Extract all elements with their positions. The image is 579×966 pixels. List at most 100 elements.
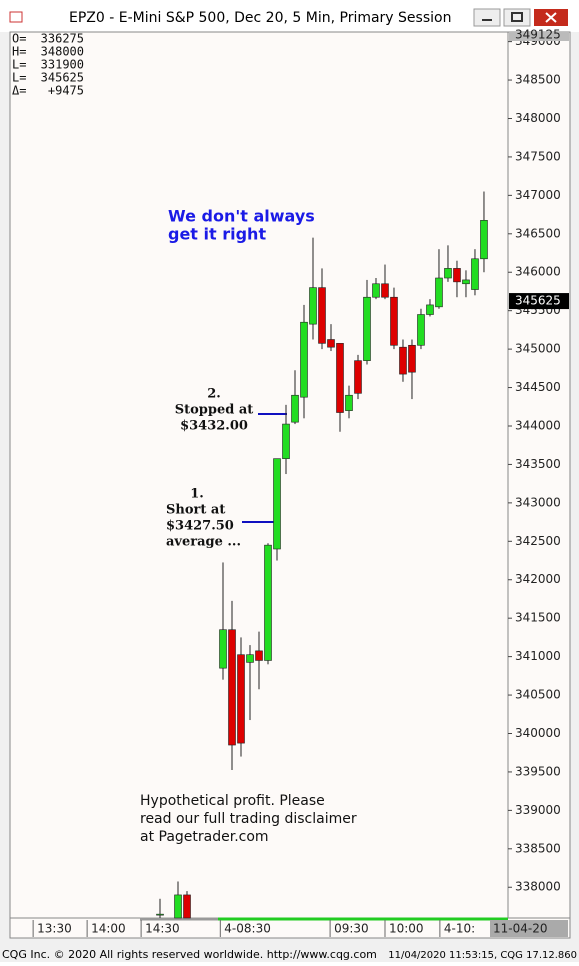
candle-body [435,277,443,308]
candle-body [363,296,371,361]
stat-value: 348000 [41,45,84,59]
stat-value: 345625 [41,71,84,85]
y-tick-label: 348000 [515,111,561,125]
y-tick-label: 347000 [515,188,561,202]
minimize-button[interactable] [473,8,501,27]
y-tick-label: 347500 [515,149,561,163]
close-icon [545,12,557,23]
disclaimer: at Pagetrader.com [140,829,269,845]
x-tick-label: 14:30 [145,922,180,936]
x-tick-label: 13:30 [37,922,72,936]
candle-body [183,894,191,919]
stop-note: Stopped at [175,403,254,418]
candle-body [444,268,452,279]
status-right: 11/04/2020 11:53:15, CQG 17.12.860 [388,950,577,961]
candle-body [345,394,353,411]
y-tick-label: 338500 [515,841,561,855]
headline: get it right [168,225,266,244]
y-tick-label: 339000 [515,803,561,817]
candle-body [219,629,227,669]
short-note: Short at [166,503,225,518]
y-tick-label: 340500 [515,688,561,702]
status-bar [0,942,579,962]
y-tick-label: 341500 [515,611,561,625]
candle-body [255,650,263,661]
y-tick-label: 340000 [515,726,561,740]
plot-area [9,31,509,919]
candle-body [480,220,488,260]
last-price-label: 345625 [515,294,561,308]
candle-body [309,287,317,325]
y-tick-label: 343000 [515,495,561,509]
candle-body [471,258,479,290]
stat-label: H= [12,45,26,59]
candle-body [282,423,290,459]
app-icon [9,11,23,23]
top-price-label: 349125 [515,28,561,42]
x-tick-label: 4-10: [444,922,475,936]
window-title: EPZ0 - E-Mini S&P 500, Dec 20, 5 Min, Pr… [69,10,451,26]
candle-body [372,283,380,298]
candle-body [336,343,344,413]
stat-label: O= [12,32,26,46]
stat-value: 336275 [41,32,84,46]
candle-body [174,894,182,919]
candle-body [327,339,335,348]
candle-body [300,321,308,398]
candle-body [462,279,470,285]
y-tick-label: 344500 [515,380,561,394]
candle-body [399,346,407,375]
short-note: 1. [190,487,204,502]
x-tick-label: 10:00 [389,922,424,936]
price-axis [507,31,571,919]
status-left: CQG Inc. © 2020 All rights reserved worl… [2,948,377,961]
date-box [490,920,568,937]
stop-note: $3432.00 [180,419,248,434]
candle-body [228,629,236,746]
y-tick-label: 341000 [515,649,561,663]
candle-body [273,458,281,550]
candle-body [264,544,272,661]
y-tick-label: 342500 [515,534,561,548]
y-tick-label: 342000 [515,572,561,586]
maximize-icon [511,12,523,22]
y-tick-label: 346500 [515,226,561,240]
candle-body [318,287,326,344]
y-tick-label: 345000 [515,342,561,356]
x-tick-label: 14:00 [91,922,126,936]
candle-body [237,654,245,744]
date-label: 11-04-20 [493,922,547,936]
candle-body [453,268,461,283]
stat-value: +9475 [48,84,84,98]
candle-body [246,654,254,663]
stat-label: Δ= [12,84,26,98]
short-note: average ... [166,535,241,550]
y-tick-label: 339500 [515,764,561,778]
y-tick-label: 348500 [515,73,561,87]
candle-body [291,394,299,423]
maximize-button[interactable] [503,8,531,27]
disclaimer: Hypothetical profit. Please [140,793,325,809]
stat-label: L= [12,58,26,72]
last-price-box [509,293,569,310]
y-tick-label: 344000 [515,418,561,432]
disclaimer: read our full trading disclaimer [140,811,357,827]
candle-body [381,283,389,298]
x-tick-label: 4-08:30 [224,922,271,936]
candle-body [390,296,398,346]
x-tick-label: 09:30 [334,922,369,936]
stop-note: 2. [207,387,221,402]
y-tick-label: 346000 [515,265,561,279]
headline: We don't always [168,207,315,226]
candle-body [426,304,434,315]
top-price-box [509,32,569,41]
stat-value: 331900 [41,58,84,72]
candle-body [354,360,362,394]
candle-body [408,344,416,373]
candle-body [417,314,425,346]
stat-label: L= [12,71,26,85]
y-tick-label: 338000 [515,880,561,894]
y-tick-label: 343500 [515,457,561,471]
short-note: $3427.50 [166,519,234,534]
